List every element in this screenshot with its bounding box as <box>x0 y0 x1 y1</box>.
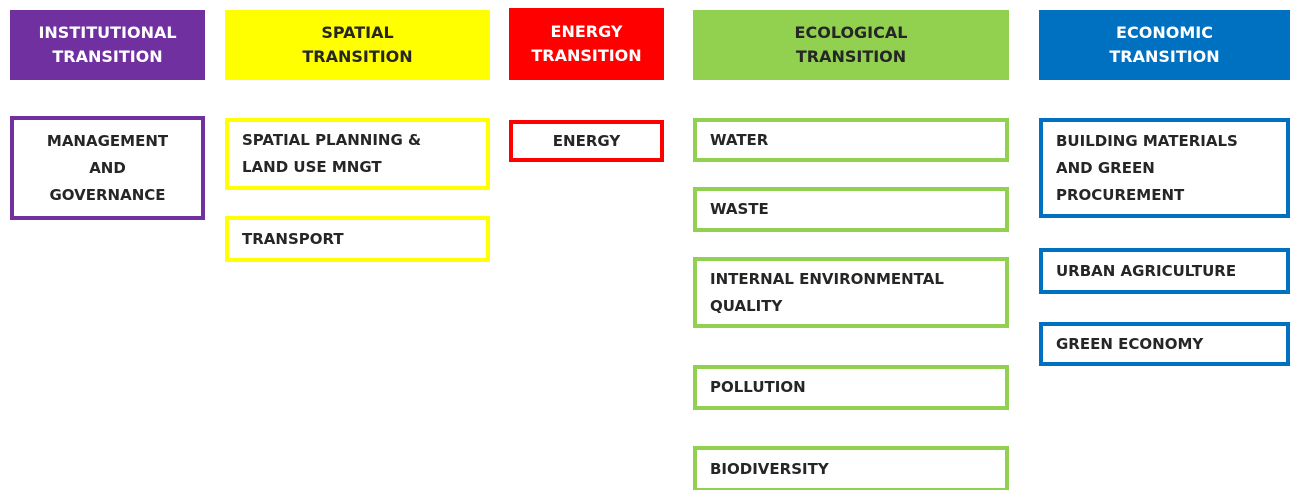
text-line: AND GREEN <box>1056 158 1155 177</box>
text-line: ENERGY <box>550 22 623 41</box>
text-line: GOVERNANCE <box>49 185 166 204</box>
text-line: INSTITUTIONAL <box>38 23 177 42</box>
item-box: BIODIVERSITY <box>693 446 1009 490</box>
column-header: ECOLOGICAL TRANSITION <box>693 10 1009 80</box>
text-line: INTERNAL ENVIRONMENTAL <box>710 269 944 288</box>
text-line: GREEN ECONOMY <box>1056 334 1204 353</box>
text-line: URBAN AGRICULTURE <box>1056 261 1237 280</box>
column-header: ECONOMIC TRANSITION <box>1039 10 1290 80</box>
text-line: TRANSITION <box>1109 47 1220 66</box>
text-line: BIODIVERSITY <box>710 459 829 478</box>
item-box: GREEN ECONOMY <box>1039 322 1290 366</box>
text-line: MANAGEMENT <box>46 131 169 150</box>
item-box: WASTE <box>693 187 1009 232</box>
text-line: AND <box>89 158 126 177</box>
text-line: ECOLOGICAL <box>794 23 908 42</box>
column-header: SPATIAL TRANSITION <box>225 10 490 80</box>
text-line: SPATIAL <box>321 23 394 42</box>
text-line: ECONOMIC <box>1116 23 1213 42</box>
text-line: LAND USE MNGT <box>242 158 382 176</box>
text-line: TRANSPORT <box>242 229 344 248</box>
item-box: BUILDING MATERIALS AND GREEN PROCUREMENT <box>1039 118 1290 218</box>
text-line: TRANSITION <box>52 47 163 66</box>
text-line: SPATIAL PLANNING & <box>242 131 422 149</box>
text-line: ENERGY <box>552 131 621 150</box>
item-box: ENERGY <box>509 120 664 162</box>
item-box: URBAN AGRICULTURE <box>1039 248 1290 294</box>
item-box: POLLUTION <box>693 365 1009 410</box>
text-line: WASTE <box>710 200 769 218</box>
text-line: TRANSITION <box>795 47 907 66</box>
item-box: SPATIAL PLANNING & LAND USE MNGT <box>225 118 490 190</box>
text-line: WATER <box>710 130 769 149</box>
text-line: BUILDING MATERIALS <box>1056 131 1238 150</box>
column-header: INSTITUTIONAL TRANSITION <box>10 10 205 80</box>
item-box: TRANSPORT <box>225 216 490 262</box>
column-header: ENERGY TRANSITION <box>509 8 664 80</box>
text-line: TRANSITION <box>302 47 413 66</box>
item-box: WATER <box>693 118 1009 162</box>
item-box: INTERNAL ENVIRONMENTAL QUALITY <box>693 257 1009 328</box>
text-line: POLLUTION <box>710 378 806 396</box>
text-line: TRANSITION <box>531 46 642 65</box>
item-box: MANAGEMENT AND GOVERNANCE <box>10 116 205 220</box>
text-line: PROCUREMENT <box>1056 185 1185 204</box>
text-line: QUALITY <box>710 296 783 315</box>
